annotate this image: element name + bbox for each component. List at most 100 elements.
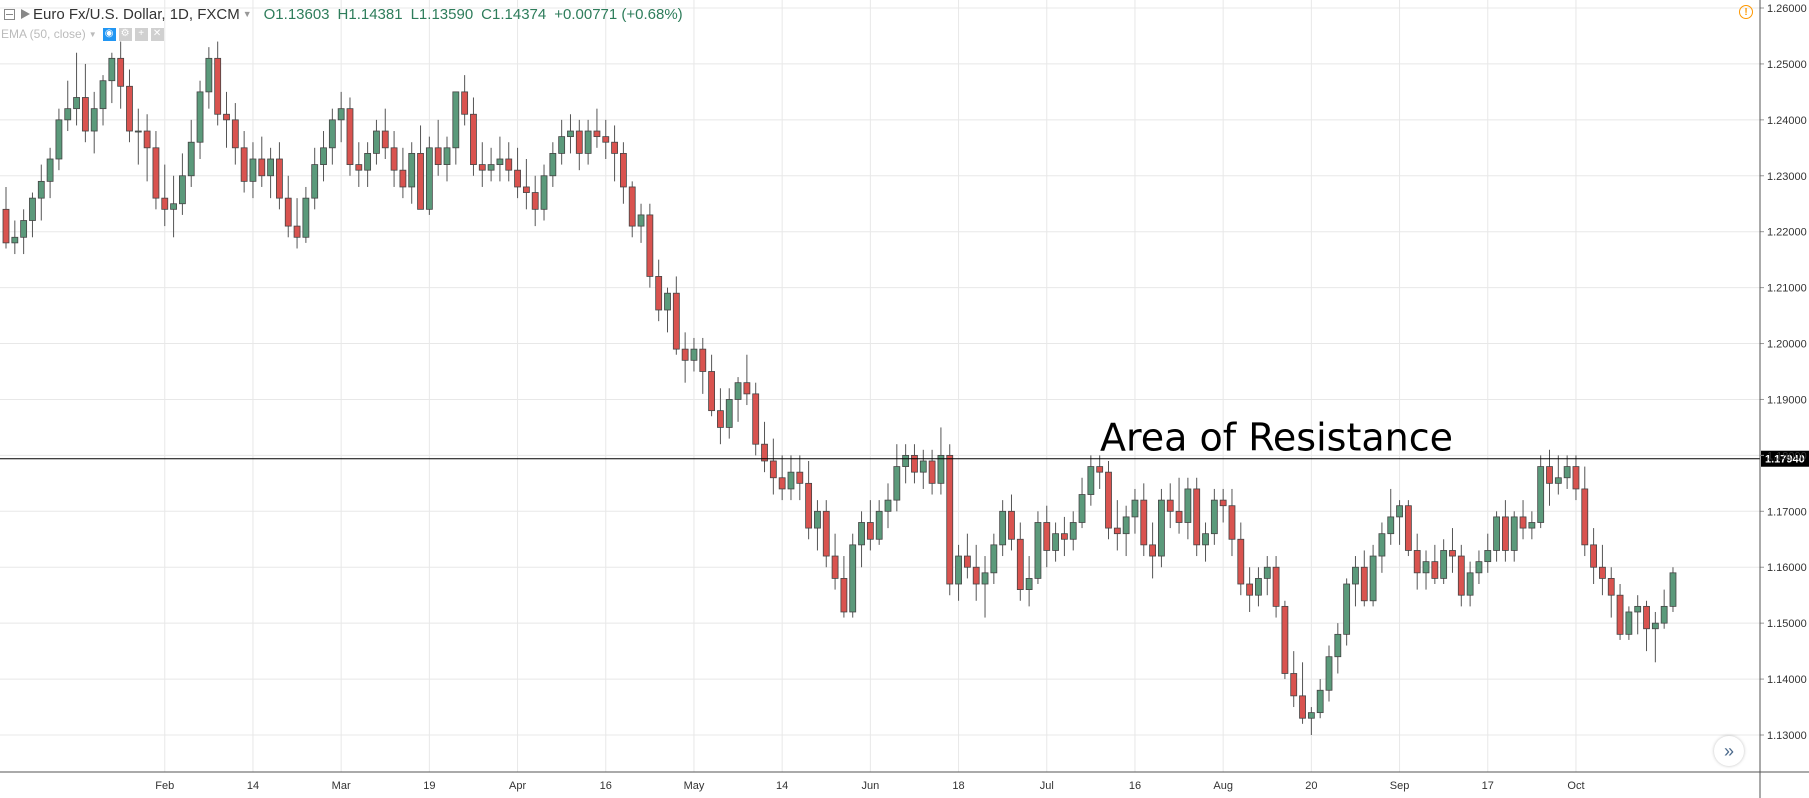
candle bbox=[1651, 611, 1659, 663]
candle-body bbox=[1378, 533, 1386, 557]
candle bbox=[796, 455, 804, 501]
candle-body bbox=[487, 164, 495, 171]
indicator-label[interactable]: EMA (50, close) bbox=[1, 27, 86, 41]
candle-body bbox=[46, 158, 54, 182]
candle-body bbox=[1422, 561, 1430, 574]
candle-body bbox=[1510, 516, 1518, 551]
candle bbox=[1105, 460, 1112, 540]
candle-body bbox=[1316, 689, 1324, 714]
candle bbox=[866, 500, 874, 551]
candle bbox=[549, 142, 557, 187]
candle-body bbox=[1069, 522, 1077, 540]
candle bbox=[928, 449, 936, 495]
candle-body bbox=[1572, 466, 1580, 490]
candle-body bbox=[1255, 578, 1262, 596]
chevron-down-icon[interactable]: ▼ bbox=[242, 9, 252, 19]
candle-body bbox=[1210, 499, 1218, 535]
candle-body bbox=[1634, 605, 1642, 613]
candle bbox=[567, 114, 574, 154]
candle bbox=[558, 119, 566, 165]
chevron-down-icon[interactable]: ▼ bbox=[88, 29, 97, 39]
candle bbox=[575, 119, 583, 171]
candle bbox=[1493, 511, 1500, 562]
symbol-title[interactable]: Euro Fx/U.S. Dollar, 1D, FXCM bbox=[33, 5, 240, 23]
candle-body bbox=[381, 130, 389, 149]
candle-body bbox=[1590, 544, 1597, 568]
candle bbox=[1069, 511, 1077, 551]
candle-body bbox=[1431, 561, 1439, 579]
change-value: +0.00771 (+0.68%) bbox=[554, 5, 683, 23]
candle bbox=[699, 337, 707, 394]
candle bbox=[1413, 533, 1421, 590]
candle-body bbox=[1599, 566, 1606, 579]
candle bbox=[937, 427, 945, 495]
candle bbox=[761, 421, 768, 473]
candle-body bbox=[1307, 712, 1315, 719]
candle bbox=[1422, 550, 1430, 590]
candlestick-series bbox=[2, 41, 1677, 735]
candle bbox=[231, 103, 239, 165]
candle-body bbox=[2, 208, 10, 244]
candle bbox=[752, 382, 760, 456]
candle bbox=[187, 119, 195, 187]
x-tick-label: 18 bbox=[952, 780, 964, 792]
settings-icon[interactable]: ⚙ bbox=[118, 27, 132, 41]
price-axis[interactable]: 1.26000 1.25000 1.24000 1.23000 1.22000 1.210… bbox=[1759, 0, 1807, 798]
time-axis[interactable]: Feb 14 Mar 19 Apr 16 May 14 Jun 18 Jul 16 Aug 20 Sep 17… bbox=[0, 771, 1809, 792]
candle-body bbox=[620, 152, 627, 188]
candle-body bbox=[840, 578, 848, 613]
candle bbox=[1431, 544, 1439, 585]
candle-body bbox=[1528, 522, 1536, 529]
scroll-to-realtime-button[interactable]: » bbox=[1714, 736, 1744, 766]
candle bbox=[381, 108, 389, 159]
candle bbox=[593, 108, 601, 148]
candle bbox=[1175, 477, 1183, 534]
candle-body bbox=[1122, 516, 1130, 535]
candle bbox=[708, 354, 715, 417]
warning-icon[interactable]: ! bbox=[1739, 5, 1753, 19]
low-value: L1.13590 bbox=[410, 5, 474, 23]
candle-body bbox=[1334, 633, 1342, 658]
candle-body bbox=[152, 147, 160, 199]
candle bbox=[293, 198, 301, 249]
candle bbox=[981, 556, 989, 618]
candle-body bbox=[134, 130, 142, 133]
candle bbox=[637, 203, 645, 243]
candle bbox=[11, 220, 19, 255]
candle bbox=[1475, 550, 1483, 585]
candle bbox=[1660, 589, 1668, 629]
candle-body bbox=[593, 130, 601, 138]
candle-body bbox=[505, 158, 513, 171]
candle-body bbox=[646, 214, 654, 277]
close-icon[interactable]: ✕ bbox=[150, 27, 164, 41]
candle-body bbox=[452, 91, 460, 149]
candle-body bbox=[1493, 516, 1500, 551]
candle-body bbox=[293, 225, 301, 238]
candle-body bbox=[699, 348, 707, 372]
visibility-icon[interactable]: ◉ bbox=[102, 27, 116, 41]
candle bbox=[1360, 550, 1368, 607]
candle bbox=[2, 186, 10, 249]
candle-body bbox=[549, 152, 557, 177]
candle bbox=[143, 114, 151, 182]
candle bbox=[461, 75, 469, 126]
candle bbox=[1590, 528, 1597, 585]
candle-body bbox=[902, 454, 910, 467]
add-icon[interactable]: + bbox=[134, 27, 148, 41]
candle bbox=[1466, 561, 1474, 607]
candle-body bbox=[478, 164, 486, 171]
candle-body bbox=[1537, 466, 1545, 523]
resistance-annotation[interactable]: Area of Resistance 1.17940 bbox=[0, 416, 1809, 467]
symbol-flag-icon bbox=[21, 9, 30, 19]
candle bbox=[46, 147, 54, 199]
candle-body bbox=[29, 197, 36, 221]
candle-body bbox=[355, 164, 363, 171]
candle bbox=[487, 147, 495, 182]
candle-body bbox=[170, 203, 177, 210]
candle-body bbox=[267, 158, 275, 177]
candle-body bbox=[1581, 488, 1589, 546]
y-tick-label: 1.17000 bbox=[1767, 506, 1807, 518]
candle bbox=[126, 69, 133, 143]
collapse-icon[interactable] bbox=[4, 8, 15, 20]
